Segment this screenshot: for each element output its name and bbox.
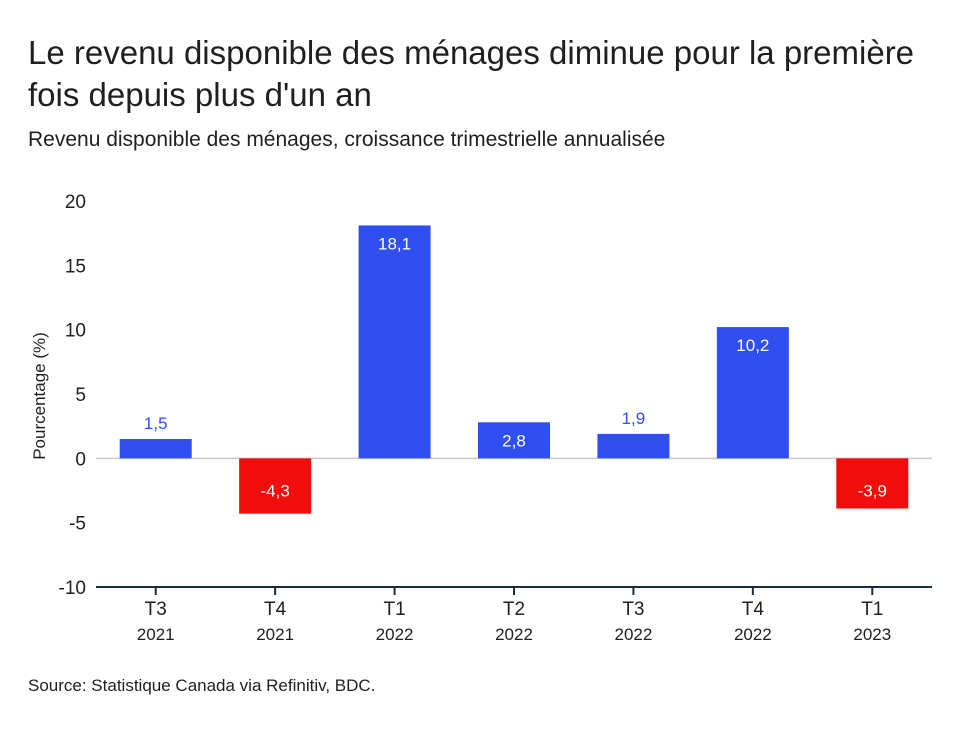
- x-tick-year: 2023: [853, 625, 891, 644]
- x-tick-quarter: T1: [383, 599, 405, 620]
- y-tick-label: -10: [59, 578, 86, 599]
- data-label: -4,3: [260, 481, 289, 500]
- data-label: -3,9: [858, 481, 887, 500]
- data-label: 18,1: [378, 234, 411, 253]
- data-label: 2,8: [502, 431, 526, 450]
- y-tick-label: 10: [65, 321, 86, 342]
- x-axis-ticks: T3 2021 T4 2021 T1 2022 T2 2022 T3 2022 T4 2022 T1 20…: [137, 587, 891, 644]
- y-tick-label: 20: [65, 192, 86, 213]
- bar: [478, 422, 550, 459]
- x-tick-year: 2022: [495, 625, 533, 644]
- chart-subtitle: Revenu disponible des ménages, croissanc…: [28, 128, 666, 151]
- x-tick-year: 2022: [376, 625, 414, 644]
- data-label: 1,5: [144, 414, 168, 433]
- y-tick-label: -5: [69, 514, 86, 535]
- y-axis-ticks: -10 -5 0 5 10 15 20: [59, 192, 86, 599]
- source-note: Source: Statistique Canada via Refinitiv…: [28, 676, 376, 695]
- bar: [239, 458, 312, 514]
- y-tick-label: 5: [75, 385, 86, 406]
- data-label: 10,2: [736, 336, 769, 355]
- bar: [358, 225, 431, 459]
- y-axis-label: Pourcentage (%): [30, 332, 49, 460]
- bar: [836, 458, 909, 509]
- x-tick-quarter: T2: [503, 599, 525, 620]
- x-tick-year: 2022: [734, 625, 772, 644]
- x-tick-quarter: T4: [264, 599, 287, 620]
- x-tick-year: 2021: [137, 625, 175, 644]
- bars: [119, 225, 909, 514]
- y-tick-label: 0: [75, 449, 86, 470]
- x-tick-quarter: T1: [861, 599, 883, 620]
- y-tick-label: 15: [65, 256, 86, 277]
- x-tick-quarter: T4: [742, 599, 765, 620]
- x-tick-year: 2022: [615, 625, 653, 644]
- bar: [716, 327, 789, 459]
- x-tick-quarter: T3: [622, 599, 644, 620]
- bar: [597, 433, 670, 459]
- chart-title: Le revenu disponible des ménages diminue…: [28, 34, 915, 113]
- x-tick-year: 2021: [256, 625, 294, 644]
- bar: [119, 439, 192, 459]
- x-tick-quarter: T3: [145, 599, 167, 620]
- data-labels: 1,5 -4,3 18,1 2,8 1,9 10,2 -3,9: [144, 234, 887, 500]
- data-label: 1,9: [622, 409, 646, 428]
